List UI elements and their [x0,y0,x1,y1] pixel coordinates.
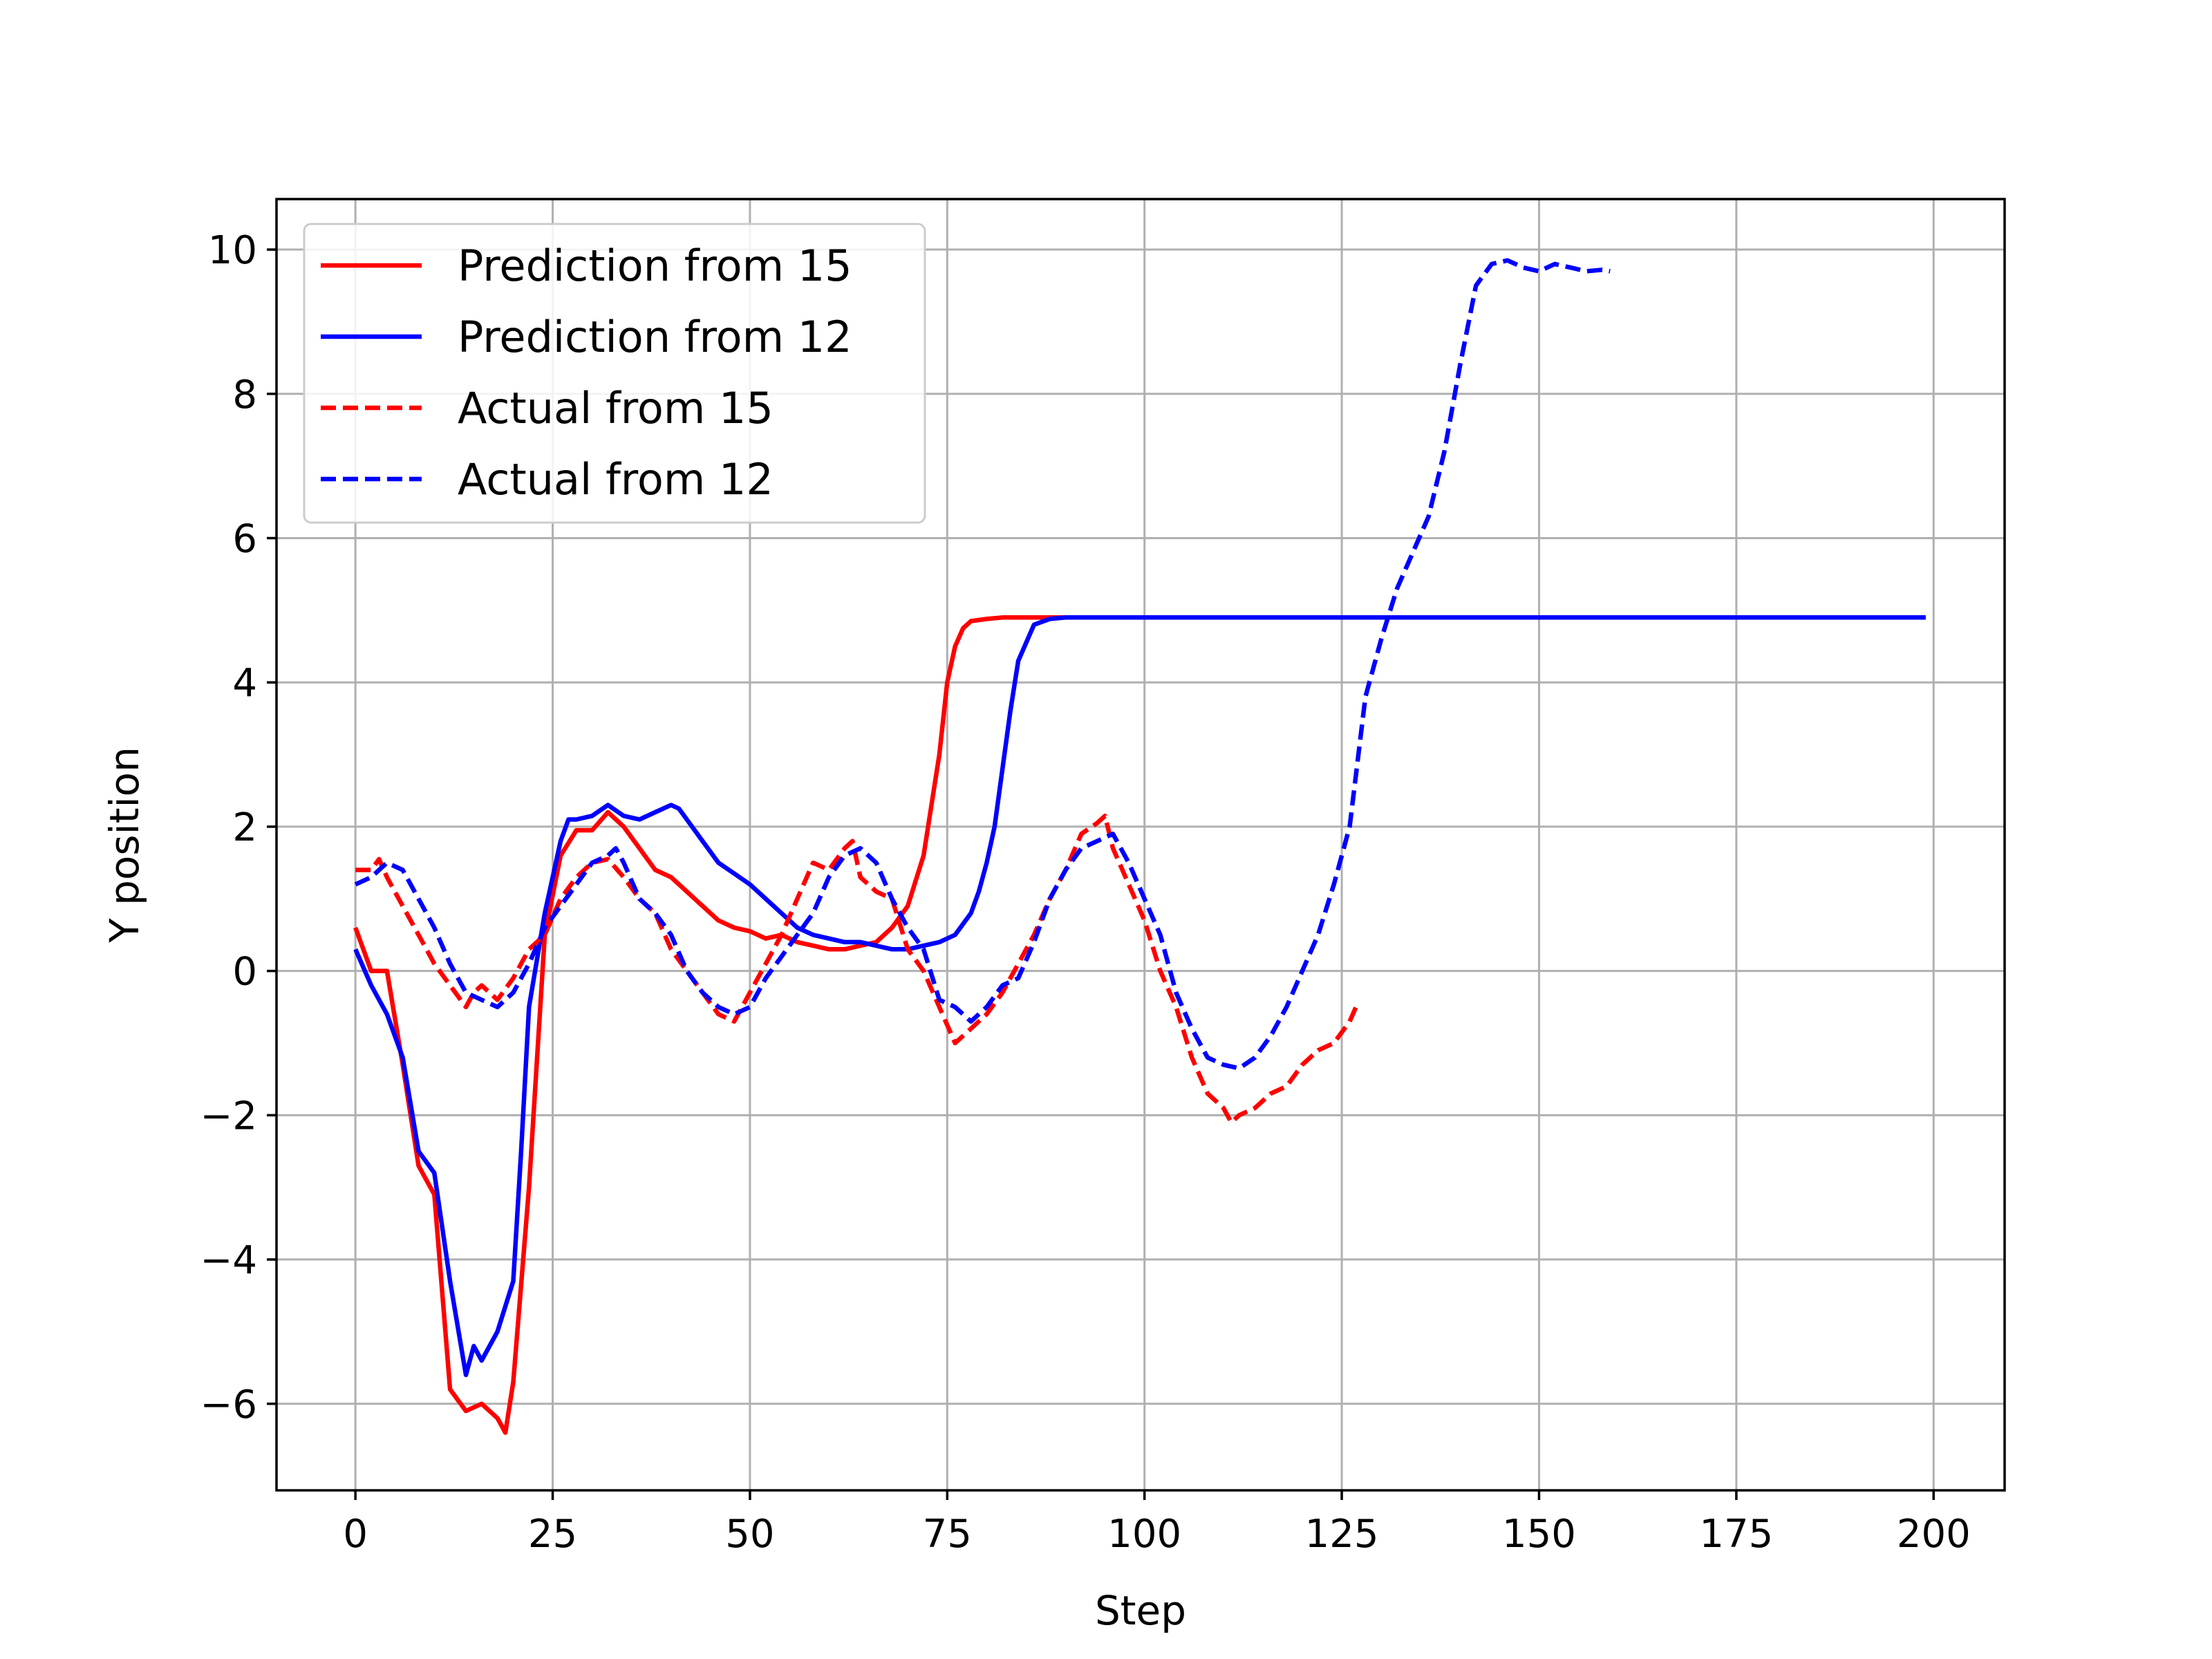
legend-label: Prediction from 12 [458,312,852,362]
x-tick-label: 25 [528,1512,577,1557]
axis-ticks: 0 25 50 75 100 125 150 175 200 −6 −4 −2 0 2 4 6 8 10 [200,228,1970,1557]
y-tick-label: −6 [200,1382,257,1427]
y-tick-label: 2 [232,805,257,850]
y-tick-label: 10 [208,228,257,273]
x-tick-label: 50 [725,1512,774,1557]
x-tick-label: 200 [1897,1512,1971,1557]
legend-label: Actual from 15 [458,383,774,433]
x-tick-label: 125 [1305,1512,1379,1557]
x-tick-label: 0 [343,1512,368,1557]
y-tick-label: 4 [232,661,257,706]
y-tick-label: 8 [232,373,257,418]
series-line-0 [353,615,1926,1435]
y-tick-label: −4 [200,1238,257,1283]
legend-box [303,223,926,524]
series-line-2 [355,814,1360,1125]
x-tick-label: 75 [923,1512,972,1557]
x-tick-label: 100 [1107,1512,1181,1557]
plot-frame [275,198,2006,1492]
series-lines [353,258,1926,1435]
x-tick-label: 150 [1502,1512,1576,1557]
series-line-1 [353,615,1926,1378]
series-line-3 [354,258,1611,1071]
y-axis-label: Y position [101,747,148,944]
legend-label: Prediction from 15 [458,241,852,291]
x-tick-label: 175 [1699,1512,1773,1557]
y-tick-label: 0 [232,950,257,995]
x-axis-label: Step [1095,1587,1186,1634]
y-tick-label: −2 [200,1094,257,1138]
legend: Prediction from 15 Prediction from 12 Actu… [303,223,926,524]
y-tick-label: 6 [232,516,257,561]
legend-label: Actual from 12 [458,454,774,505]
